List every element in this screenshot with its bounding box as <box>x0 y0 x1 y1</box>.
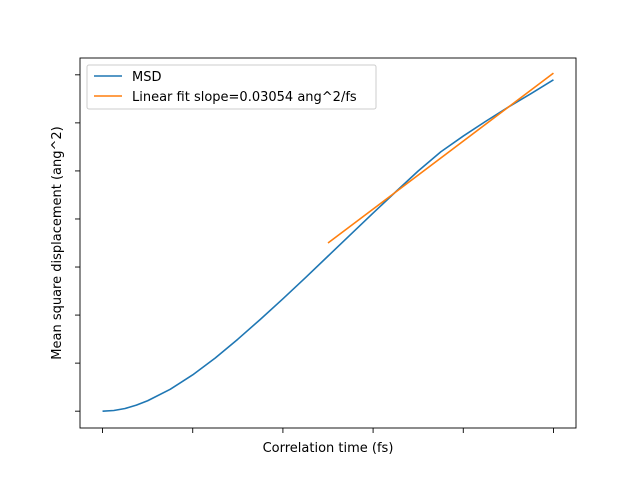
msd-series-line <box>102 79 554 412</box>
legend-label-linear-fit: Linear fit slope=0.03054 ang^2/fs <box>132 90 357 105</box>
legend-label-msd: MSD <box>132 70 161 85</box>
axis-ticks <box>75 74 554 433</box>
legend-frame <box>86 64 377 110</box>
x-axis-label: Correlation time (fs) <box>263 441 394 456</box>
plot-area <box>102 72 554 412</box>
y-axis-label: Mean square displacement (ang^2) <box>50 126 65 359</box>
linear-fit-line <box>327 72 554 244</box>
legend: MSD Linear fit slope=0.03054 ang^2/fs <box>86 64 377 110</box>
axes-frame <box>79 57 577 429</box>
